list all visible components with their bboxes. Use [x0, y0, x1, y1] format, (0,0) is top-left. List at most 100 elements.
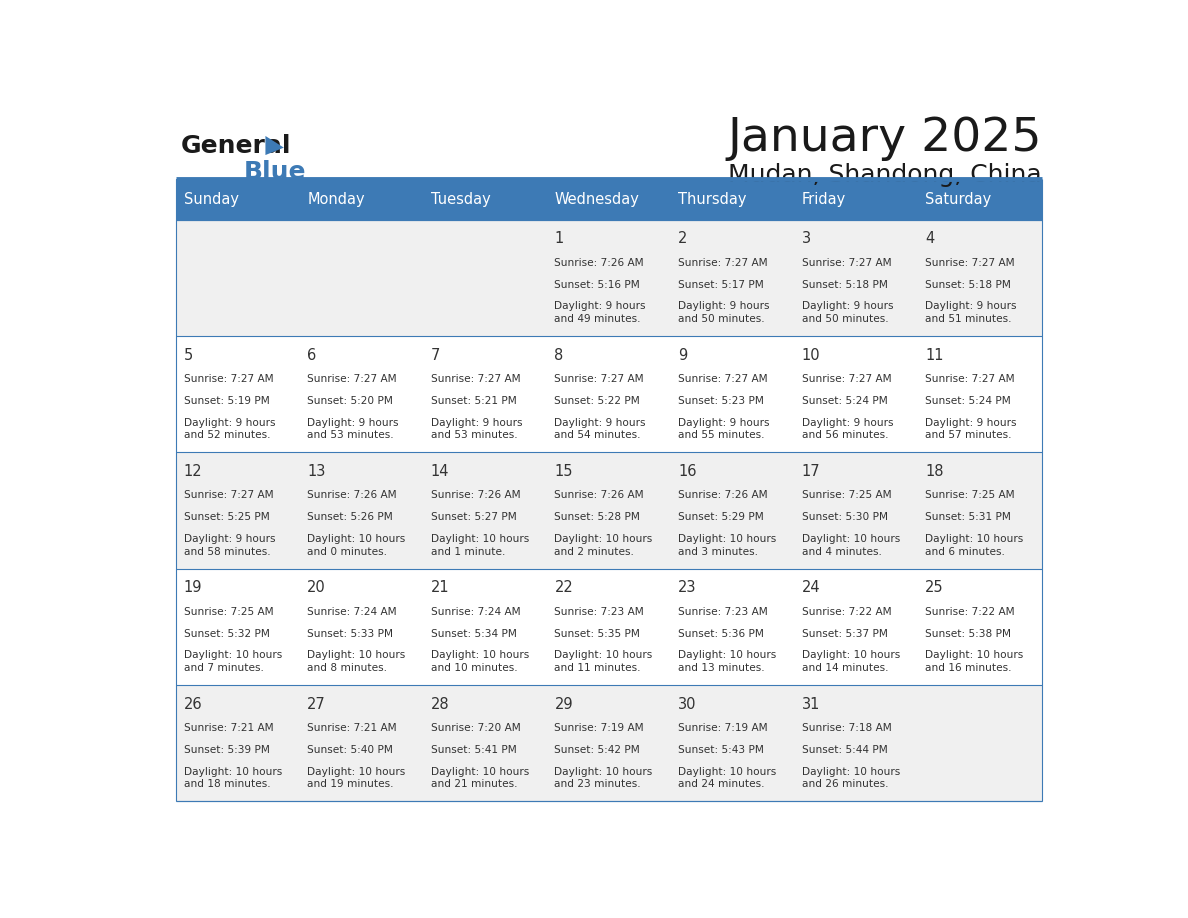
Text: 21: 21 [431, 580, 449, 596]
Text: Sunset: 5:19 PM: Sunset: 5:19 PM [183, 396, 270, 406]
Text: Daylight: 10 hours
and 23 minutes.: Daylight: 10 hours and 23 minutes. [555, 767, 652, 789]
Text: Sunrise: 7:23 AM: Sunrise: 7:23 AM [555, 607, 644, 617]
Text: Daylight: 9 hours
and 49 minutes.: Daylight: 9 hours and 49 minutes. [555, 301, 646, 324]
Text: Mudan, Shandong, China: Mudan, Shandong, China [728, 163, 1042, 187]
Text: Sunset: 5:16 PM: Sunset: 5:16 PM [555, 280, 640, 290]
Text: Sunset: 5:30 PM: Sunset: 5:30 PM [802, 512, 887, 522]
Text: Daylight: 10 hours
and 6 minutes.: Daylight: 10 hours and 6 minutes. [925, 534, 1024, 556]
Bar [546, 336, 671, 453]
Text: Sunrise: 7:26 AM: Sunrise: 7:26 AM [431, 490, 520, 500]
Text: Sunset: 5:18 PM: Sunset: 5:18 PM [925, 280, 1011, 290]
Text: Sunrise: 7:24 AM: Sunrise: 7:24 AM [431, 607, 520, 617]
Bar [423, 569, 546, 685]
Text: 7: 7 [431, 348, 441, 363]
Bar [795, 219, 918, 336]
Bar [918, 219, 1042, 336]
Text: Sunrise: 7:22 AM: Sunrise: 7:22 AM [925, 607, 1015, 617]
Text: Sunset: 5:37 PM: Sunset: 5:37 PM [802, 629, 887, 639]
Bar [299, 179, 423, 219]
Text: Sunrise: 7:26 AM: Sunrise: 7:26 AM [555, 490, 644, 500]
Bar [299, 336, 423, 453]
Text: Sunset: 5:17 PM: Sunset: 5:17 PM [678, 280, 764, 290]
Text: Sunset: 5:29 PM: Sunset: 5:29 PM [678, 512, 764, 522]
Text: Daylight: 10 hours
and 8 minutes.: Daylight: 10 hours and 8 minutes. [308, 650, 405, 673]
Text: 29: 29 [555, 697, 573, 711]
Bar [671, 453, 795, 569]
Text: Friday: Friday [802, 192, 846, 207]
Text: 26: 26 [183, 697, 202, 711]
Text: Sunrise: 7:26 AM: Sunrise: 7:26 AM [678, 490, 767, 500]
Text: Sunset: 5:18 PM: Sunset: 5:18 PM [802, 280, 887, 290]
Text: Sunrise: 7:27 AM: Sunrise: 7:27 AM [802, 374, 891, 384]
Text: Sunrise: 7:27 AM: Sunrise: 7:27 AM [431, 374, 520, 384]
Text: Sunrise: 7:27 AM: Sunrise: 7:27 AM [183, 490, 273, 500]
Text: Sunset: 5:42 PM: Sunset: 5:42 PM [555, 745, 640, 755]
Text: Daylight: 10 hours
and 7 minutes.: Daylight: 10 hours and 7 minutes. [183, 650, 282, 673]
Text: Sunday: Sunday [183, 192, 239, 207]
Text: Sunrise: 7:18 AM: Sunrise: 7:18 AM [802, 723, 891, 733]
Bar [671, 179, 795, 219]
Bar [795, 453, 918, 569]
Text: Sunset: 5:24 PM: Sunset: 5:24 PM [802, 396, 887, 406]
Text: 12: 12 [183, 465, 202, 479]
Text: January 2025: January 2025 [727, 116, 1042, 161]
Bar [546, 685, 671, 801]
Text: Daylight: 9 hours
and 57 minutes.: Daylight: 9 hours and 57 minutes. [925, 418, 1017, 441]
Text: Sunset: 5:31 PM: Sunset: 5:31 PM [925, 512, 1011, 522]
Text: Blue: Blue [244, 161, 305, 185]
Text: Sunrise: 7:27 AM: Sunrise: 7:27 AM [678, 258, 767, 267]
Bar [795, 569, 918, 685]
Text: 9: 9 [678, 348, 688, 363]
Text: Saturday: Saturday [925, 192, 992, 207]
Text: 13: 13 [308, 465, 326, 479]
Text: Daylight: 10 hours
and 1 minute.: Daylight: 10 hours and 1 minute. [431, 534, 529, 556]
Bar [671, 219, 795, 336]
Text: Sunrise: 7:19 AM: Sunrise: 7:19 AM [678, 723, 767, 733]
Bar [423, 179, 546, 219]
Bar [918, 453, 1042, 569]
Text: Daylight: 9 hours
and 50 minutes.: Daylight: 9 hours and 50 minutes. [802, 301, 893, 324]
Text: Sunrise: 7:23 AM: Sunrise: 7:23 AM [678, 607, 767, 617]
Text: Sunrise: 7:22 AM: Sunrise: 7:22 AM [802, 607, 891, 617]
Bar [423, 219, 546, 336]
Text: Daylight: 10 hours
and 19 minutes.: Daylight: 10 hours and 19 minutes. [308, 767, 405, 789]
Text: Sunset: 5:39 PM: Sunset: 5:39 PM [183, 745, 270, 755]
Polygon shape [265, 136, 284, 155]
Text: Sunset: 5:21 PM: Sunset: 5:21 PM [431, 396, 517, 406]
Bar [671, 569, 795, 685]
Text: 30: 30 [678, 697, 696, 711]
Text: Sunset: 5:25 PM: Sunset: 5:25 PM [183, 512, 270, 522]
Text: Daylight: 9 hours
and 55 minutes.: Daylight: 9 hours and 55 minutes. [678, 418, 770, 441]
Text: Sunset: 5:44 PM: Sunset: 5:44 PM [802, 745, 887, 755]
Bar [918, 336, 1042, 453]
Text: 27: 27 [308, 697, 326, 711]
Text: 25: 25 [925, 580, 944, 596]
Text: 18: 18 [925, 465, 943, 479]
Text: 17: 17 [802, 465, 821, 479]
Text: Sunset: 5:43 PM: Sunset: 5:43 PM [678, 745, 764, 755]
Text: Daylight: 10 hours
and 24 minutes.: Daylight: 10 hours and 24 minutes. [678, 767, 776, 789]
Text: 14: 14 [431, 465, 449, 479]
Text: Daylight: 9 hours
and 50 minutes.: Daylight: 9 hours and 50 minutes. [678, 301, 770, 324]
Text: Sunrise: 7:25 AM: Sunrise: 7:25 AM [925, 490, 1015, 500]
Text: Daylight: 10 hours
and 4 minutes.: Daylight: 10 hours and 4 minutes. [802, 534, 901, 556]
Text: Sunset: 5:20 PM: Sunset: 5:20 PM [308, 396, 393, 406]
Text: Sunrise: 7:21 AM: Sunrise: 7:21 AM [183, 723, 273, 733]
Bar [176, 336, 299, 453]
Text: Tuesday: Tuesday [431, 192, 491, 207]
Bar [299, 685, 423, 801]
Text: 1: 1 [555, 231, 563, 246]
Text: Daylight: 9 hours
and 53 minutes.: Daylight: 9 hours and 53 minutes. [308, 418, 399, 441]
Text: Sunrise: 7:25 AM: Sunrise: 7:25 AM [183, 607, 273, 617]
Text: 28: 28 [431, 697, 449, 711]
Text: Sunrise: 7:27 AM: Sunrise: 7:27 AM [678, 374, 767, 384]
Text: Daylight: 10 hours
and 16 minutes.: Daylight: 10 hours and 16 minutes. [925, 650, 1024, 673]
Bar [546, 219, 671, 336]
Text: Daylight: 10 hours
and 3 minutes.: Daylight: 10 hours and 3 minutes. [678, 534, 776, 556]
Text: 4: 4 [925, 231, 935, 246]
Bar [176, 685, 299, 801]
Text: Sunset: 5:35 PM: Sunset: 5:35 PM [555, 629, 640, 639]
Text: Thursday: Thursday [678, 192, 746, 207]
Text: Wednesday: Wednesday [555, 192, 639, 207]
Text: General: General [181, 133, 291, 158]
